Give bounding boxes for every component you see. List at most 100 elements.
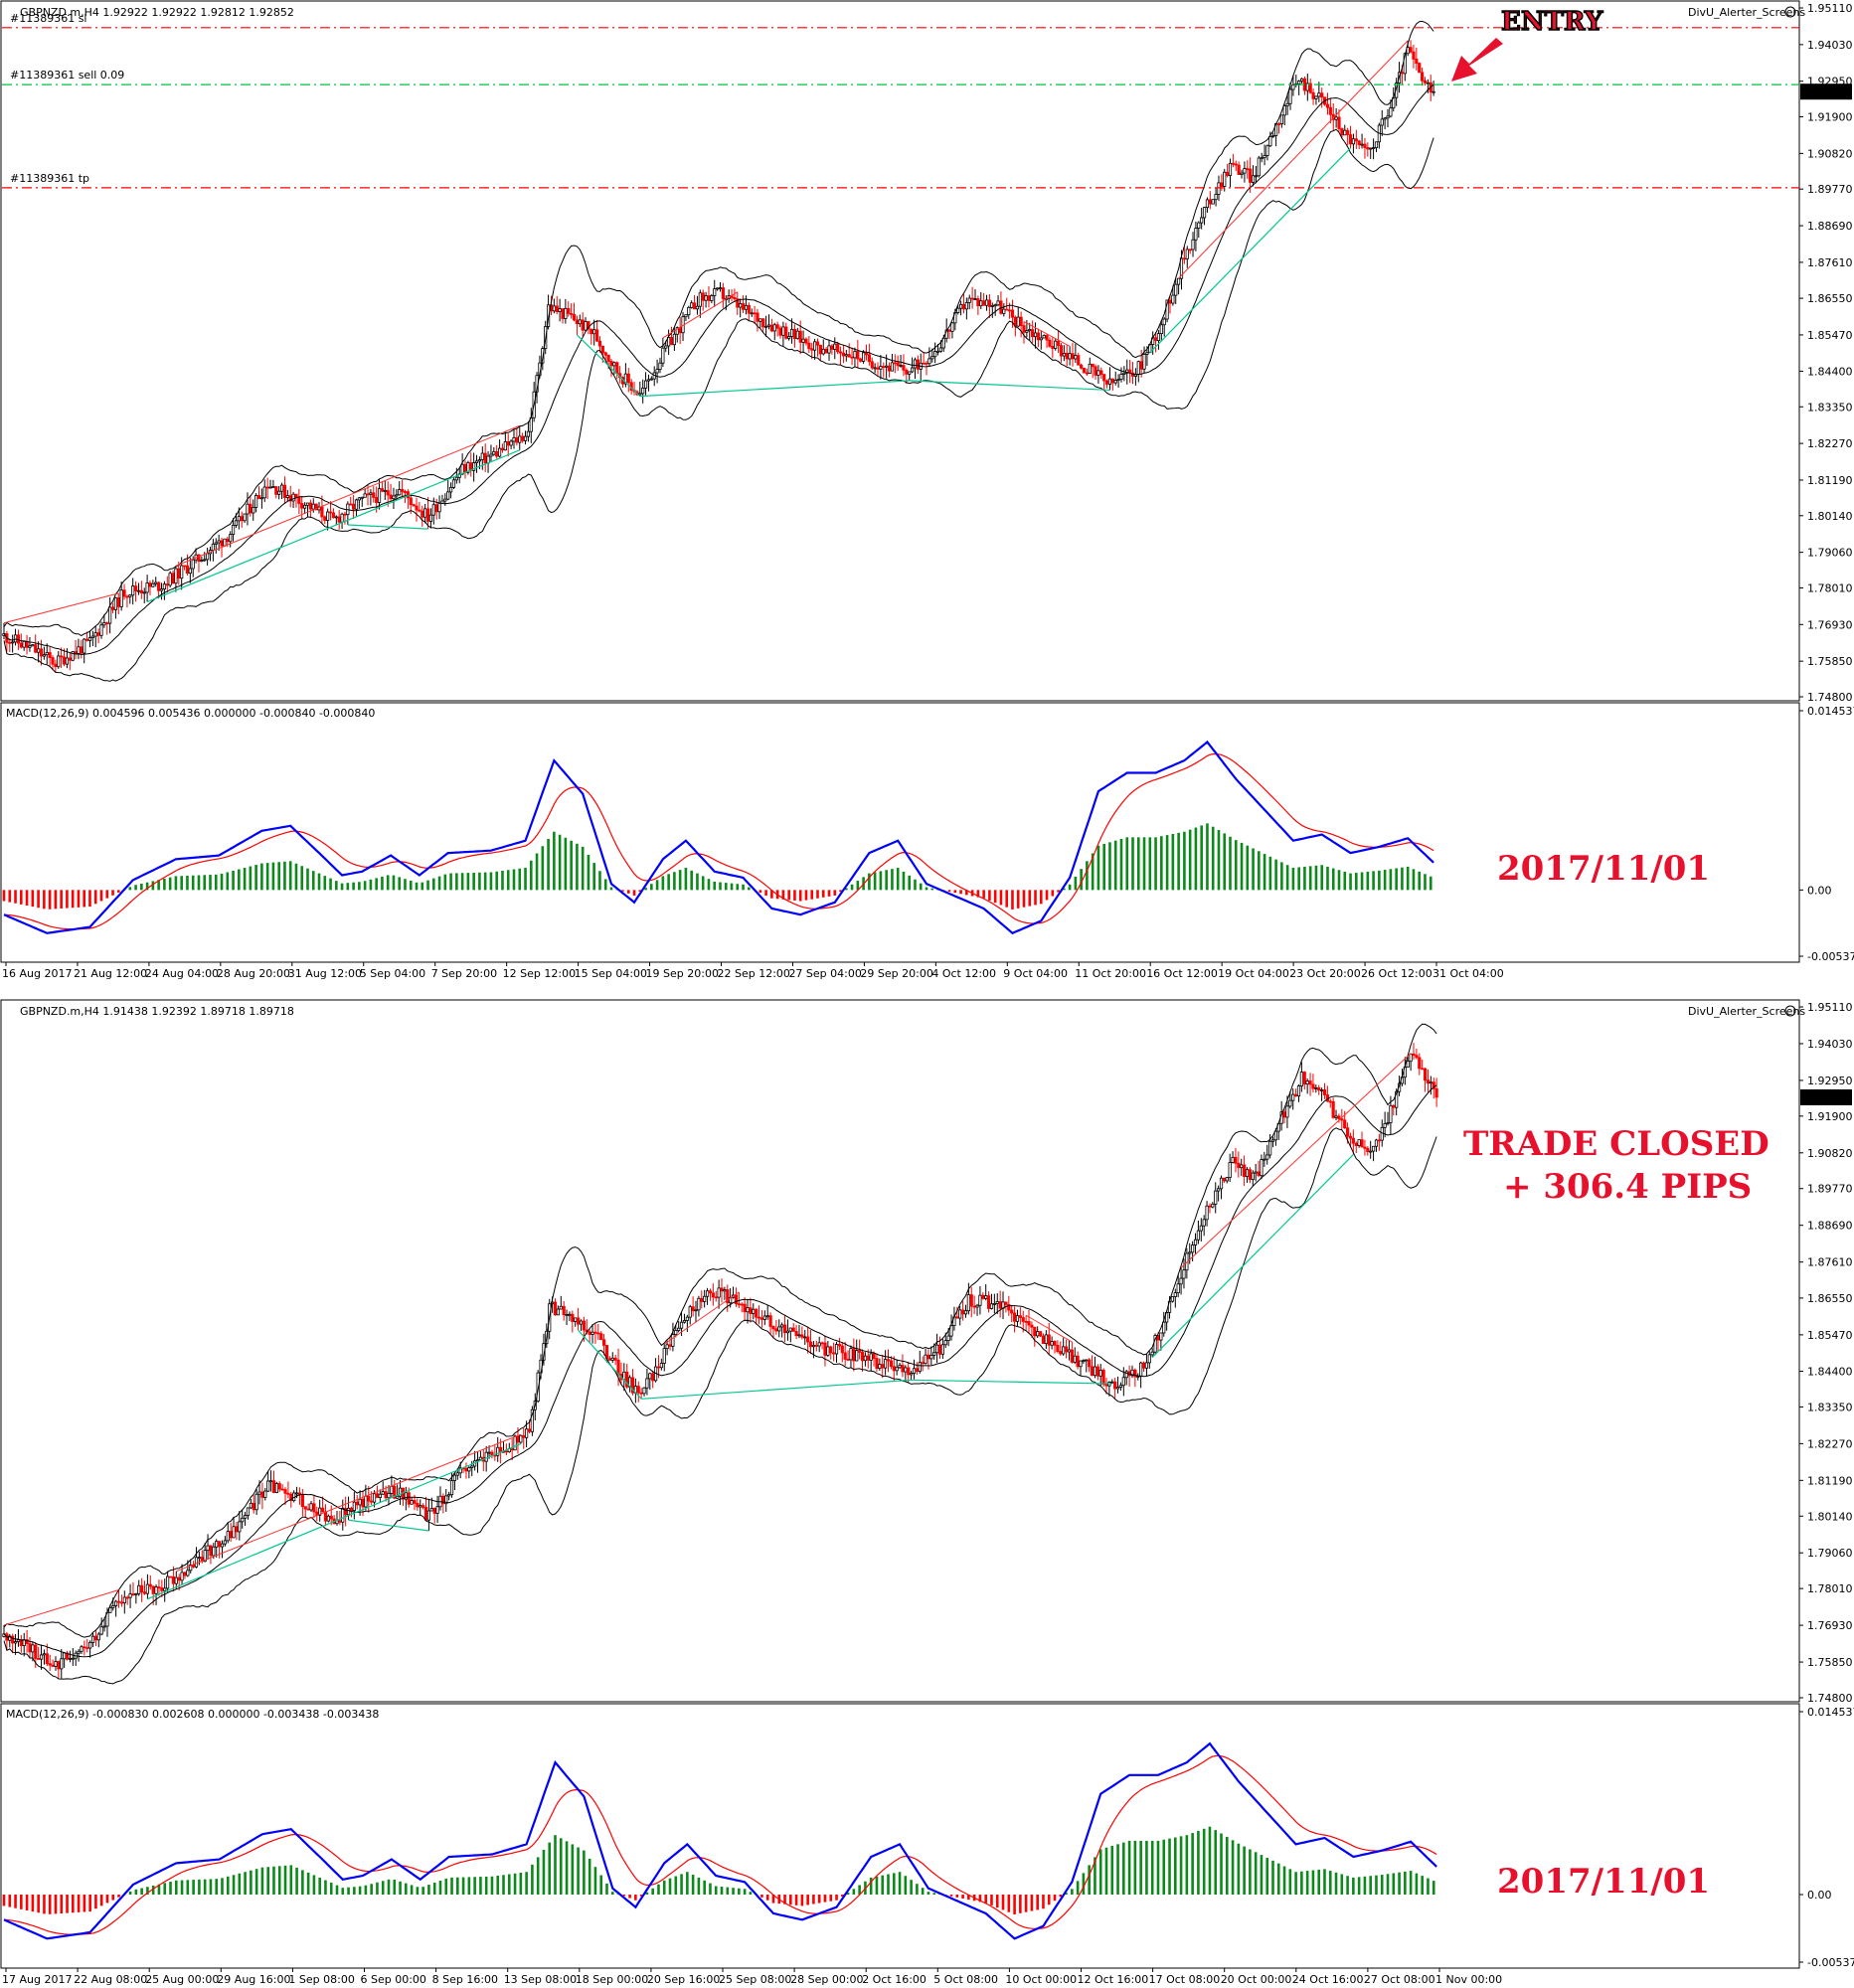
candle-body xyxy=(1173,1292,1177,1297)
candle-body xyxy=(197,554,201,563)
macd-histogram-bar xyxy=(743,1889,747,1896)
macd-histogram-bar xyxy=(455,873,458,891)
candle-body xyxy=(80,1646,84,1652)
candle-body xyxy=(1371,147,1376,149)
candle-body xyxy=(60,1658,64,1670)
price-axis-label: 1.84400 xyxy=(1807,365,1853,378)
candle-body xyxy=(1104,1384,1108,1387)
candle-body xyxy=(1389,107,1393,117)
candle-body xyxy=(1423,80,1428,83)
candle-body xyxy=(447,1494,451,1497)
macd-histogram-bar xyxy=(976,890,980,898)
candle-body xyxy=(1007,1304,1011,1311)
macd-histogram-bar xyxy=(2,1895,6,1906)
candle-body xyxy=(1340,128,1344,136)
candle-body xyxy=(1088,1359,1092,1368)
candle-body xyxy=(243,513,247,522)
macd-histogram-bar xyxy=(249,866,253,891)
divergence-support-line xyxy=(147,1443,522,1600)
candle-body xyxy=(1282,1111,1286,1118)
macd-histogram-bar xyxy=(701,876,705,891)
candle-body xyxy=(116,597,120,607)
candle-body xyxy=(497,447,502,457)
candle-body xyxy=(912,1368,917,1374)
candle-body xyxy=(1188,1251,1192,1254)
macd-histogram-bar xyxy=(804,890,808,901)
candle-body xyxy=(122,1596,126,1603)
candle-body xyxy=(609,361,613,367)
candle-body xyxy=(318,1507,322,1516)
macd-histogram-bar xyxy=(99,1895,103,1906)
macd-histogram-bar xyxy=(1372,871,1375,891)
macd-histogram-bar xyxy=(1328,1871,1332,1896)
macd-histogram-bar xyxy=(1051,890,1055,897)
price-axis-label: 1.76930 xyxy=(1807,618,1853,631)
macd-histogram-bar xyxy=(691,1875,695,1896)
macd-histogram-bar xyxy=(353,1887,356,1896)
candle-body xyxy=(1374,1139,1379,1147)
bollinger-lower xyxy=(3,128,1434,682)
candle-body xyxy=(694,1309,698,1312)
candle-body xyxy=(800,1334,804,1338)
macd-histogram-bar xyxy=(879,871,883,891)
time-axis-label: 5 Sep 04:00 xyxy=(360,967,425,980)
candle-body xyxy=(180,565,184,580)
candle-body xyxy=(344,1508,348,1516)
candle-body xyxy=(96,632,100,636)
macd-histogram-bar xyxy=(489,872,493,891)
macd-histogram-bar xyxy=(760,1895,763,1898)
candle-body xyxy=(838,351,843,354)
candle-body xyxy=(1219,1177,1224,1190)
candle-body xyxy=(234,520,239,526)
candle-body xyxy=(54,663,58,668)
candle-body xyxy=(1228,162,1233,176)
candle-body xyxy=(1139,361,1143,370)
candle-body xyxy=(898,1365,902,1369)
macd-histogram-bar xyxy=(1231,1840,1235,1896)
candle-body xyxy=(691,1306,695,1312)
macd-histogram-bar xyxy=(990,1895,993,1905)
candle-body xyxy=(241,1517,245,1523)
macd-histogram-bar xyxy=(726,1887,730,1896)
macd-histogram-bar xyxy=(1156,1840,1160,1896)
candle-body xyxy=(587,321,590,330)
candle-body xyxy=(88,1641,92,1649)
candle-body xyxy=(1217,182,1221,195)
candle-body xyxy=(1291,83,1295,90)
candle-body xyxy=(343,513,347,516)
candle-body xyxy=(1243,1164,1247,1177)
time-axis-label: 20 Oct 00:00 xyxy=(1221,1973,1292,1986)
macd-histogram-bar xyxy=(37,1895,40,1913)
macd-histogram-bar xyxy=(1268,856,1272,891)
macd-histogram-bar xyxy=(817,1895,821,1904)
candle-body xyxy=(1237,164,1241,175)
candle-body xyxy=(981,1294,985,1299)
candle-body xyxy=(1360,143,1364,146)
candle-body xyxy=(1249,168,1253,183)
candle-body xyxy=(1331,1100,1335,1118)
macd-histogram-bar xyxy=(1303,866,1306,891)
macd-histogram-bar xyxy=(823,1895,827,1903)
candle-body xyxy=(795,330,799,339)
time-axis-label: 31 Aug 12:00 xyxy=(288,967,362,980)
candle-body xyxy=(1042,335,1046,339)
divergence-support-line xyxy=(347,524,428,530)
candle-body xyxy=(788,1327,792,1332)
macd-histogram-bar xyxy=(306,1872,310,1896)
macd-histogram-bar xyxy=(1131,837,1134,891)
macd-histogram-bar xyxy=(472,872,475,891)
candle-body xyxy=(1085,1359,1089,1362)
candle-body xyxy=(834,1344,839,1355)
candle-body xyxy=(843,1352,847,1360)
macd-histogram-bar xyxy=(444,1878,448,1896)
candle-body xyxy=(787,336,791,339)
macd-histogram-bar xyxy=(1343,871,1347,891)
candle-body xyxy=(771,1326,775,1330)
candle-body xyxy=(25,640,29,648)
candle-body xyxy=(320,506,324,518)
candle-body xyxy=(19,1639,23,1646)
candle-body xyxy=(679,1321,684,1329)
macd-histogram-bar xyxy=(31,1895,35,1912)
macd-histogram-bar xyxy=(496,1876,500,1896)
candle-body xyxy=(470,1465,474,1468)
